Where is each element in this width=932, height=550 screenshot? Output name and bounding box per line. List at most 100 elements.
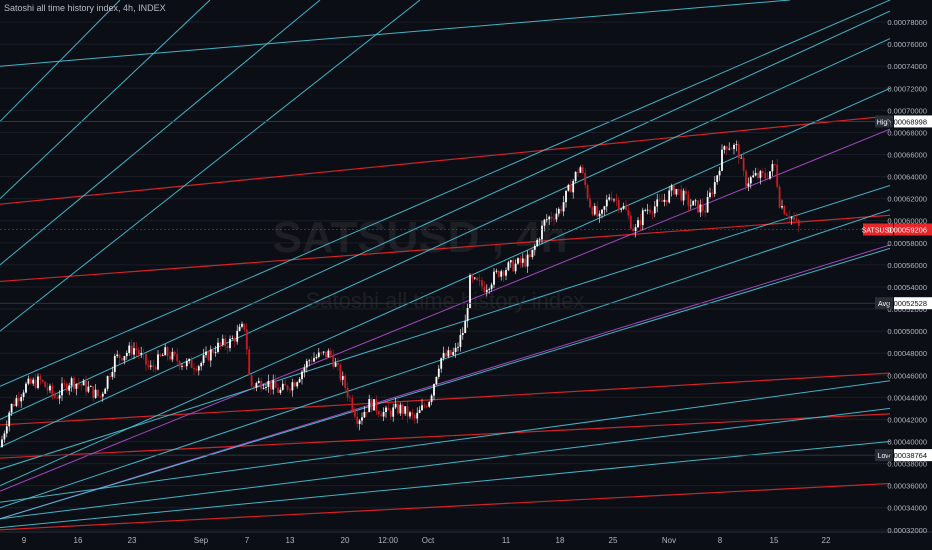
candle-body	[101, 393, 104, 397]
candle-body	[476, 277, 479, 281]
candle-body	[425, 405, 428, 407]
candle-body	[795, 219, 798, 221]
y-tick-label: 0.00034000	[887, 504, 927, 513]
candle-body	[17, 398, 20, 402]
candle-body	[409, 412, 411, 417]
candle-body	[37, 376, 39, 388]
candle-body	[536, 239, 539, 246]
candle-body	[320, 352, 323, 354]
candle-body	[437, 368, 440, 377]
candle-body	[368, 399, 371, 413]
candle-body	[329, 350, 332, 356]
candle-body	[562, 202, 565, 212]
candle-body	[392, 407, 395, 417]
candle-body	[461, 333, 464, 335]
candle-body	[214, 351, 217, 353]
candle-body	[265, 386, 267, 388]
candle-body	[620, 208, 623, 210]
candle-body	[509, 260, 512, 263]
candle-body	[113, 356, 116, 372]
candle-body	[507, 262, 510, 271]
candle-body	[73, 378, 75, 389]
trend-line-red	[0, 482, 891, 531]
y-tick-label: 0.00044000	[887, 393, 927, 402]
candle-body	[111, 371, 114, 377]
candle-body	[389, 410, 392, 417]
candle-body	[337, 362, 339, 365]
candle-body	[8, 412, 11, 427]
candle-body	[673, 185, 675, 195]
x-tick-label: Oct	[422, 536, 435, 545]
candle-body	[651, 212, 654, 214]
candle-body	[68, 385, 71, 391]
candle-body	[447, 350, 450, 357]
candle-body	[452, 352, 455, 355]
marker-value: 0.00059206	[887, 226, 927, 235]
candle-body	[656, 199, 659, 207]
candle-body	[788, 215, 791, 219]
candle-body	[658, 199, 661, 201]
candle-body	[77, 383, 80, 385]
candle-body	[147, 364, 150, 367]
candle-body	[243, 323, 246, 330]
candle-body	[15, 398, 18, 407]
candle-body	[387, 407, 390, 411]
candle-body	[584, 172, 587, 186]
trend-line-cyan	[0, 87, 891, 487]
candle-body	[663, 199, 666, 202]
candle-body	[442, 352, 445, 359]
candle-body	[733, 144, 735, 149]
candle-body	[29, 378, 32, 384]
candle-body	[471, 275, 474, 279]
candle-body	[641, 210, 644, 226]
candle-body	[195, 369, 198, 371]
candle-body	[238, 326, 241, 331]
candle-body	[262, 387, 265, 389]
candle-body	[22, 392, 25, 397]
candle-body	[65, 383, 68, 391]
candle-body	[356, 416, 359, 424]
candle-body	[142, 352, 145, 354]
candle-body	[625, 206, 627, 211]
candle-body	[99, 395, 102, 397]
candle-body	[416, 412, 419, 419]
candle-body	[13, 403, 15, 407]
candle-body	[49, 385, 51, 391]
candle-body	[433, 384, 435, 396]
candle-body	[164, 347, 167, 356]
candle-body	[644, 210, 647, 211]
candle-body	[428, 401, 431, 407]
candle-body	[605, 199, 608, 207]
candle-body	[653, 206, 656, 214]
candle-body	[747, 183, 750, 187]
candle-body	[58, 395, 61, 399]
x-tick-label: 7	[245, 536, 250, 545]
candle-body	[766, 178, 769, 179]
candle-body	[589, 198, 591, 208]
candle-body	[677, 189, 680, 190]
x-tick-label: Sep	[194, 536, 209, 545]
candle-body	[27, 378, 30, 384]
marker-value: 0.00068998	[887, 117, 927, 126]
candle-body	[94, 389, 97, 398]
candle-body	[661, 200, 663, 202]
candle-body	[521, 258, 524, 263]
candle-body	[781, 206, 783, 208]
candle-body	[130, 345, 133, 355]
trend-line-cyan	[0, 380, 891, 503]
candle-body	[404, 406, 407, 414]
candle-body	[764, 173, 767, 179]
candle-body	[478, 280, 481, 281]
trend-line-cyan	[0, 0, 121, 122]
candle-body	[56, 397, 59, 399]
candle-body	[260, 380, 263, 389]
candle-body	[135, 348, 138, 351]
candle-body	[92, 386, 95, 398]
candle-body	[344, 376, 347, 388]
candle-body	[500, 271, 503, 277]
candle-body	[413, 414, 416, 419]
y-tick-label: 0.00042000	[887, 415, 927, 424]
candle-body	[149, 365, 152, 367]
trend-line-cyan	[0, 38, 891, 448]
